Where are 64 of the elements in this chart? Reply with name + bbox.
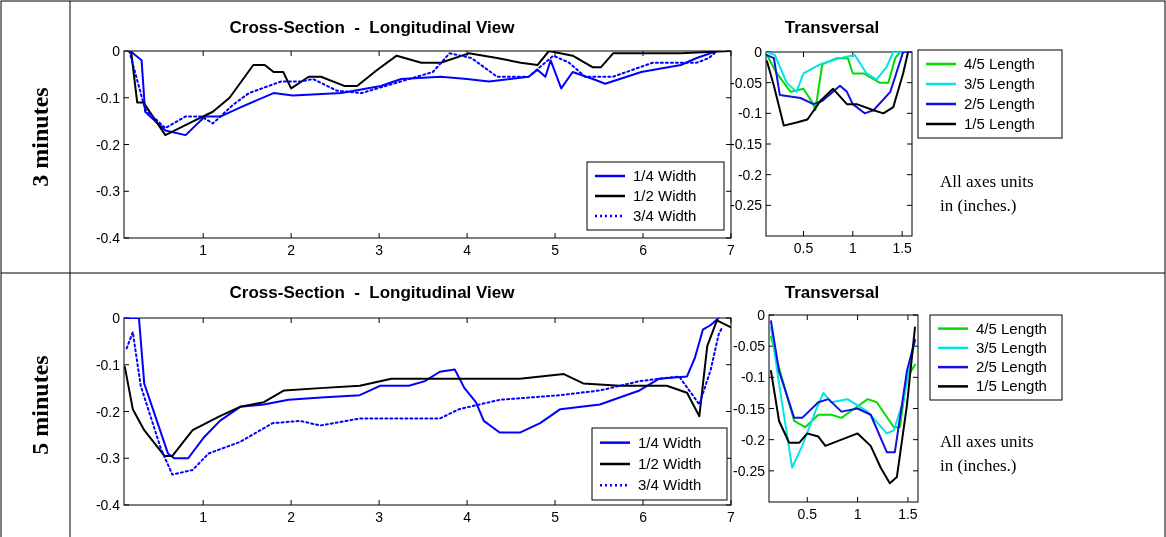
x-tick-label: 4: [463, 509, 472, 525]
legend-label: 3/4 Width: [638, 476, 702, 494]
y-tick-label: 0: [112, 43, 121, 59]
legend-label: 1/4 Width: [638, 433, 702, 451]
x-tick-label: 2: [287, 509, 296, 525]
legend-label: 3/4 Width: [633, 207, 697, 224]
x-tick-label: 2: [287, 242, 296, 258]
y-tick-label: -0.3: [95, 183, 121, 200]
legend-label: 1/4 Width: [633, 167, 697, 184]
y-tick-label: -0.2: [95, 136, 121, 153]
y-tick-label: -0.25: [733, 462, 766, 479]
chart-title: Cross-Section - Longitudinal View: [229, 18, 516, 37]
y-axis-title: 5 minutes: [27, 355, 53, 455]
y-tick-label: -0.25: [730, 197, 763, 214]
text: All axes units in (inches.): [940, 172, 1034, 215]
x-tick-label: 4: [463, 242, 472, 258]
x-tick-label: 1.5: [898, 506, 918, 522]
y-tick-label: 0: [754, 44, 763, 60]
y-tick-label: -0.1: [737, 105, 763, 122]
x-tick-label: 0.5: [793, 240, 814, 256]
chart-title: Cross-Section - Longitudinal View: [229, 283, 516, 302]
y-tick-label: 0: [757, 307, 766, 323]
x-tick-label: 1: [199, 509, 208, 525]
legend-label: 3/5 Length: [976, 338, 1047, 356]
legend-label: 1/2 Width: [633, 187, 697, 204]
legend-label: 2/5 Length: [976, 358, 1047, 376]
y-tick-label: -0.15: [730, 136, 763, 152]
y-tick-label: -0.2: [95, 403, 121, 420]
x-tick-label: 3: [375, 509, 384, 525]
legend-label: 2/5 Length: [964, 95, 1035, 112]
y-tick-label: -0.4: [95, 230, 121, 246]
y-tick-label: -0.1: [95, 89, 121, 106]
y-tick-label: 0: [112, 310, 121, 326]
y-tick-label: -0.3: [95, 450, 121, 467]
legend-label: 1/2 Width: [638, 455, 702, 472]
x-tick-label: 1: [199, 242, 208, 258]
x-tick-label: 1.5: [892, 240, 913, 256]
y-tick-label: -0.05: [733, 338, 766, 355]
legend-label: 4/5 Length: [964, 55, 1035, 72]
x-tick-label: 5: [551, 242, 560, 258]
y-axis-title: 3 minutes: [27, 87, 53, 187]
chart-title: Transversal: [784, 283, 880, 302]
y-tick-label: -0.1: [740, 369, 766, 386]
y-tick-label: -0.2: [737, 166, 763, 183]
legend-label: 4/5 Length: [976, 319, 1047, 337]
x-tick-label: 6: [639, 242, 648, 258]
x-tick-label: 1: [853, 506, 862, 522]
y-tick-label: -0.15: [733, 400, 766, 417]
text: All axes units in (inches.): [940, 432, 1034, 475]
x-tick-label: 7: [727, 509, 736, 525]
y-tick-label: -0.05: [730, 74, 763, 91]
x-tick-label: 3: [375, 242, 384, 258]
legend-label: 3/5 Length: [964, 75, 1035, 92]
legend-label: 1/5 Length: [964, 115, 1035, 132]
x-tick-label: 1: [848, 240, 857, 256]
x-tick-label: 5: [551, 509, 560, 525]
y-tick-label: -0.4: [95, 497, 121, 513]
legend-label: 1/5 Length: [976, 377, 1047, 395]
x-tick-label: 7: [727, 242, 736, 258]
x-tick-label: 6: [639, 509, 648, 525]
y-tick-label: -0.2: [740, 431, 766, 448]
x-tick-label: 0.5: [797, 506, 818, 522]
y-tick-label: -0.1: [95, 356, 121, 373]
chart-title: Transversal: [784, 18, 880, 37]
